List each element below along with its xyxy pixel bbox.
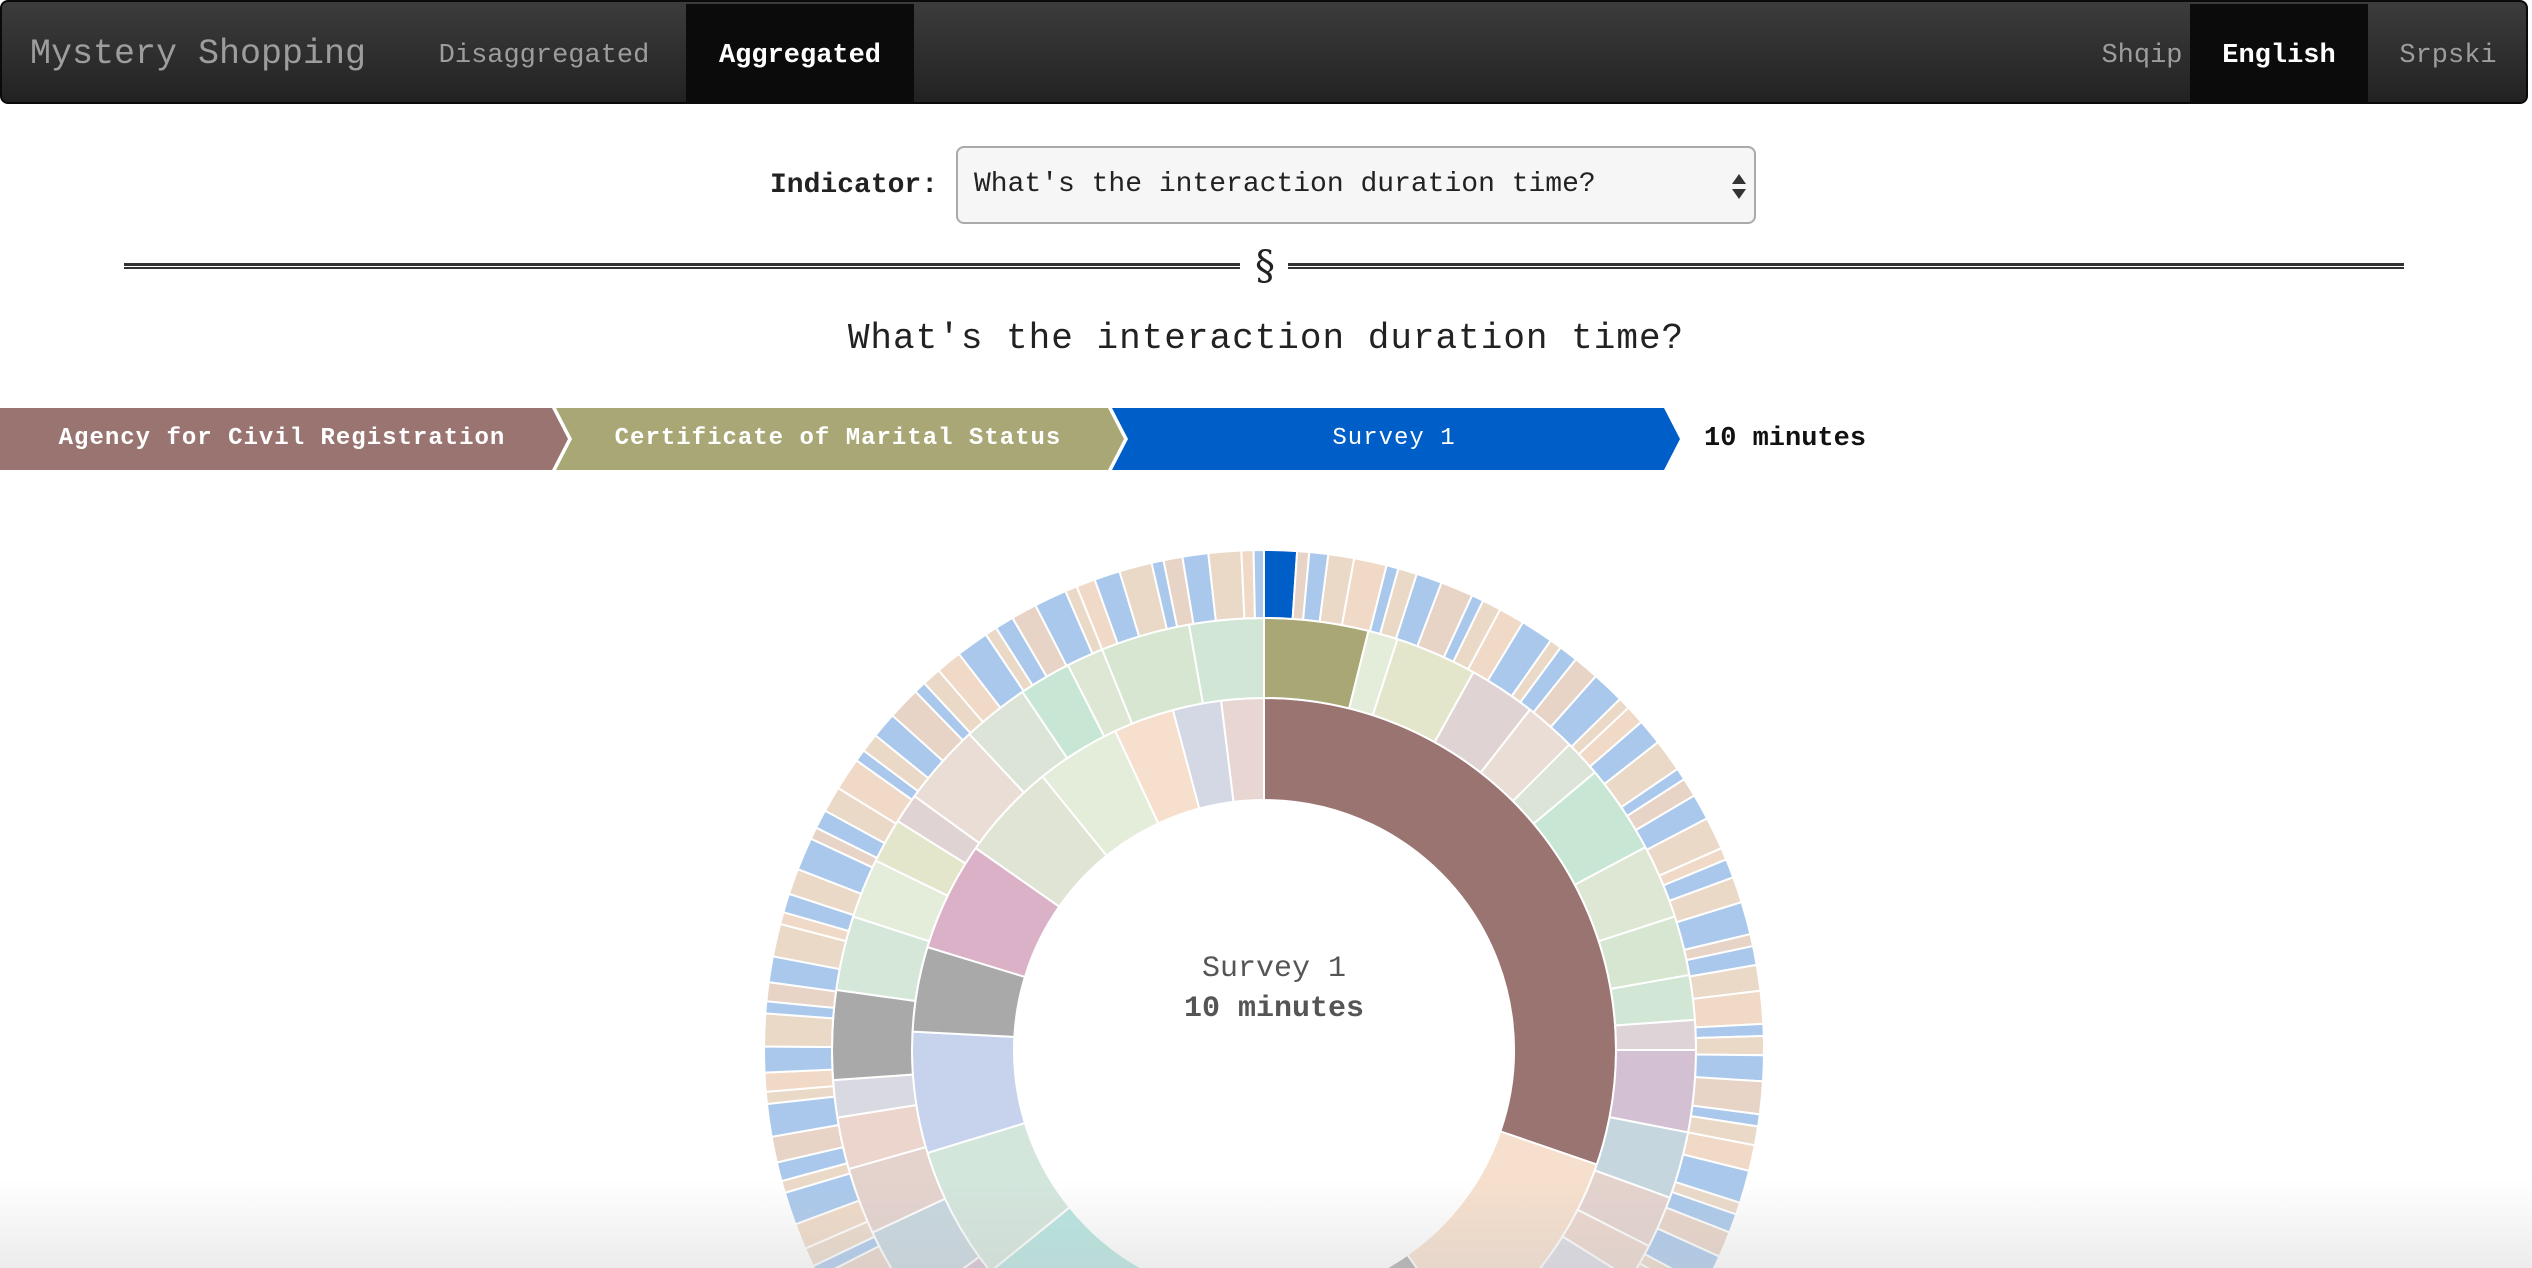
section-sign-icon: § [1255, 243, 1275, 289]
sunburst-svg [763, 548, 1765, 1268]
sunburst-segment-middle [1539, 1235, 1615, 1268]
select-arrows-icon [1730, 174, 1746, 202]
breadcrumb-item-service[interactable]: Certificate of Marital Status [614, 425, 1062, 452]
center-name: Survey 1 [1201, 952, 1347, 986]
language-srpski[interactable]: Srpski [2399, 41, 2497, 71]
indicator-selected-value: What's the interaction duration time? [974, 169, 1596, 200]
sunburst-segment-outer [1635, 1262, 1650, 1268]
tab-aggregated[interactable]: Aggregated [686, 4, 914, 104]
tab-disaggregated[interactable]: Disaggregated [438, 41, 650, 71]
divider-line-left [124, 263, 1240, 269]
sunburst-chart: Survey 1 10 minutes [0, 520, 2532, 1268]
divider-line-right [1288, 263, 2404, 269]
sunburst-segment-inner [993, 1205, 1144, 1268]
chart-title: What's the interaction duration time? [847, 318, 1685, 359]
sunburst-segment-outer [1207, 549, 1246, 622]
breadcrumb-item-agency[interactable]: Agency for Civil Registration [58, 425, 506, 452]
brand-title[interactable]: Mystery Shopping [30, 34, 367, 74]
top-navbar: Mystery Shopping Disaggregated Aggregate… [0, 0, 2528, 104]
breadcrumb-arrow-1 [556, 408, 1124, 470]
breadcrumb: Agency for Civil Registration Certificat… [0, 408, 2532, 470]
sunburst-segment-middle [1187, 616, 1265, 705]
language-shqip[interactable]: Shqip [2101, 41, 2183, 71]
breadcrumb-arrow-2 [1112, 408, 1680, 470]
indicator-label: Indicator: [770, 170, 939, 201]
breadcrumb-arrows [0, 408, 1680, 470]
indicator-row: Indicator: What's the interaction durati… [0, 146, 2532, 226]
sunburst-segment-outer [1694, 1035, 1765, 1057]
sunburst-segment-survey-selected [1263, 548, 1299, 621]
sunburst-segment-outer [763, 1045, 834, 1074]
breadcrumb-item-survey[interactable]: Survey 1 [1332, 425, 1456, 452]
center-value: 10 minutes [1183, 992, 1365, 1026]
indicator-select[interactable]: What's the interaction duration time? [956, 146, 1756, 224]
sunburst-segment-outer [1252, 548, 1265, 620]
sunburst-segment-inner [1384, 1253, 1418, 1268]
sunburst-segment-middle [1614, 1018, 1698, 1051]
breadcrumb-value: 10 minutes [1704, 424, 1867, 454]
breadcrumb-arrow-0 [0, 408, 568, 470]
language-english[interactable]: English [2190, 4, 2368, 104]
sunburst-segment-middle [830, 988, 917, 1082]
